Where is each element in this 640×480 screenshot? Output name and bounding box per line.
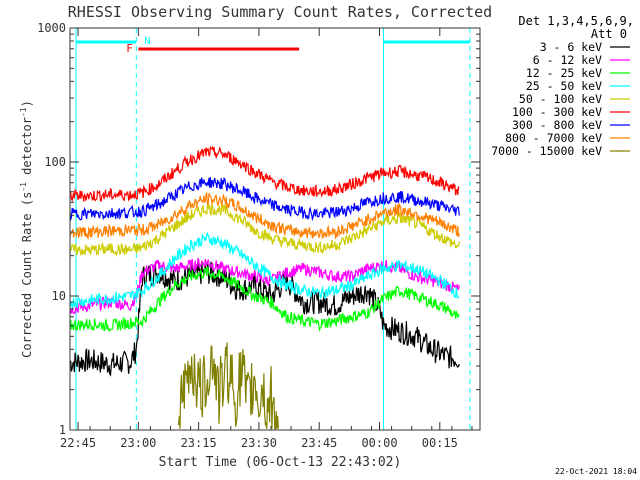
x-tick-label: 22:45 <box>60 436 96 450</box>
x-tick-label: 00:15 <box>422 436 458 450</box>
series-3-6-kev <box>69 261 460 377</box>
legend-entry: 7000 - 15000 keV <box>491 144 602 158</box>
legend-header-line2: Att 0 <box>591 27 627 41</box>
series-line <box>69 261 460 377</box>
x-tick-label: 23:30 <box>241 436 277 450</box>
y-axis-label-mid: detector <box>20 117 34 182</box>
series-line <box>177 342 279 430</box>
series-line <box>69 145 460 203</box>
series-50-100-kev <box>69 202 460 257</box>
series-12-25-kev <box>69 266 460 333</box>
x-axis: 22:45 23:00 23:15 23:30 23:45 00:00 00:15 <box>60 28 473 450</box>
legend-entry: 800 - 7000 keV <box>505 131 602 145</box>
series-line <box>69 190 460 240</box>
y-tick-label: 100 <box>44 155 66 169</box>
series-25-50-kev <box>69 231 460 310</box>
y-axis-label-sup2: -1 <box>19 107 28 117</box>
plot-area: NF <box>69 28 471 430</box>
plot-frame <box>69 27 481 431</box>
series-800-7000-kev <box>69 190 460 240</box>
series-7000-15000-kev <box>177 342 279 430</box>
flag-n-label: N <box>144 36 150 47</box>
series-line <box>69 202 460 257</box>
x-tick-label: 23:00 <box>120 436 156 450</box>
x-tick-label: 00:00 <box>361 436 397 450</box>
y-tick-label: 1000 <box>37 21 66 35</box>
legend-entry: 6 - 12 keV <box>533 53 602 67</box>
y-tick-label: 1 <box>59 423 66 437</box>
series-line <box>69 176 460 222</box>
chart-title: RHESSI Observing Summary Count Rates, Co… <box>68 3 492 21</box>
x-tick-label: 23:15 <box>181 436 217 450</box>
series-100-300-kev <box>69 145 460 203</box>
x-tick-label: 23:45 <box>301 436 337 450</box>
legend-entry: 100 - 300 keV <box>512 105 602 119</box>
y-axis-label-sup1: -1 <box>19 182 28 192</box>
legend-entry: 50 - 100 keV <box>519 92 602 106</box>
x-axis-label: Start Time (06-Oct-13 22:43:02) <box>159 455 402 470</box>
y-axis-label-end: ) <box>20 100 34 107</box>
y-axis: 1 10 100 1000 <box>37 21 480 437</box>
series-300-800-kev <box>69 176 460 222</box>
legend-entry: 3 - 6 keV <box>540 40 602 54</box>
y-tick-label: 10 <box>52 289 66 303</box>
y-axis-label-main: Corrected Count Rate (s <box>20 192 34 358</box>
footer-date: 22-Oct-2021 18:04 <box>555 467 637 476</box>
legend-header-line1: Det 1,3,4,5,6,9, <box>518 14 634 28</box>
y-axis-label: Corrected Count Rate (s-1 detector-1) <box>19 100 34 358</box>
series-line <box>69 231 460 310</box>
flag-f-label: F <box>126 42 133 55</box>
legend-entry: 300 - 800 keV <box>512 118 602 132</box>
series-line <box>69 266 460 333</box>
legend-entry: 12 - 25 keV <box>526 66 602 80</box>
legend-entry: 25 - 50 keV <box>526 79 602 93</box>
